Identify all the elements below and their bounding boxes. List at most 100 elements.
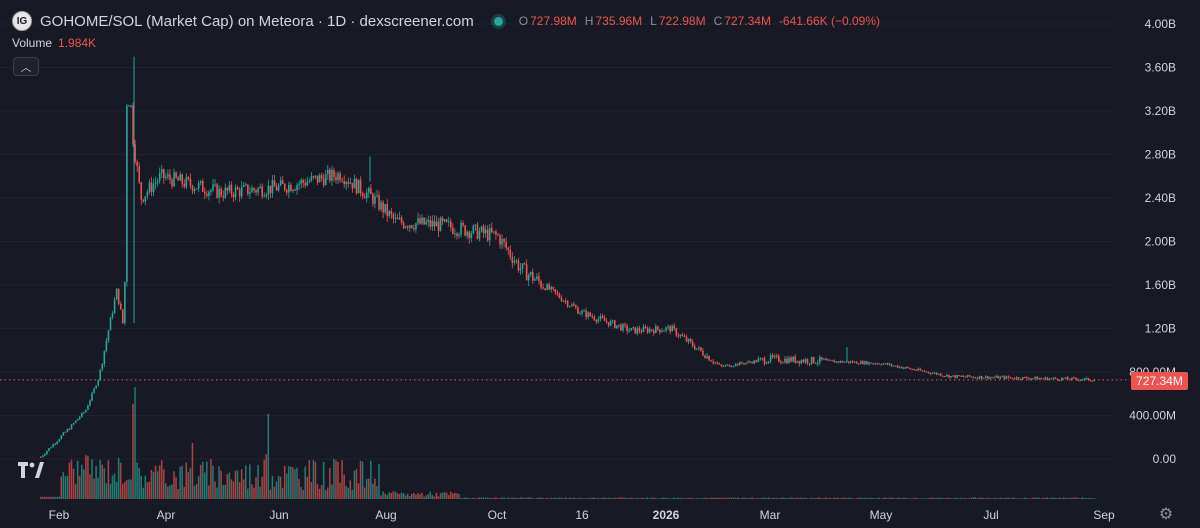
candle-body: [562, 300, 565, 302]
volume-bar: [579, 497, 581, 499]
volume-bar: [907, 498, 909, 499]
volume-bar: [228, 472, 231, 499]
candle-body: [909, 367, 911, 370]
volume-bar: [160, 460, 163, 499]
candle-body: [652, 330, 655, 334]
candle-body: [864, 361, 866, 365]
candle-body: [1087, 377, 1090, 381]
last-price-label: 727.34M: [1131, 372, 1188, 390]
candle-body: [759, 358, 762, 360]
volume-bar: [681, 497, 684, 499]
tradingview-logo-icon[interactable]: [18, 462, 44, 480]
volume-bar: [144, 475, 147, 499]
volume-bar: [312, 460, 315, 499]
candle-body: [983, 377, 985, 379]
volume-bar: [478, 497, 481, 499]
x-tick-label: May: [870, 508, 893, 522]
candle-body: [54, 443, 56, 445]
candle-body: [1067, 377, 1069, 380]
candle-body: [95, 385, 97, 389]
volume-bar: [821, 498, 823, 499]
candle-body: [255, 190, 257, 193]
candle-body: [1009, 377, 1012, 379]
candle-body: [720, 364, 723, 366]
volume-bar: [58, 496, 60, 499]
volume-bar: [886, 498, 889, 499]
candle-body: [78, 416, 81, 420]
volume-bar: [1089, 498, 1092, 499]
volume-bar: [1083, 497, 1085, 499]
volume-bar: [294, 469, 296, 499]
candle-body: [609, 321, 612, 326]
volume-bar: [683, 498, 686, 499]
volume-bar: [515, 497, 518, 499]
candle-body: [171, 179, 173, 187]
candle-body: [224, 187, 227, 198]
candle-body: [564, 300, 567, 302]
volume-bar: [97, 477, 99, 499]
market-status-dot: [493, 16, 503, 26]
volume-bar: [447, 495, 450, 499]
candle-body: [288, 184, 290, 193]
volume-bar: [288, 466, 290, 499]
candle-body: [253, 187, 255, 191]
volume-bar: [331, 484, 333, 499]
candle-body: [519, 268, 522, 271]
candle-body: [1050, 378, 1053, 380]
volume-bar: [628, 498, 630, 499]
volume-bar: [279, 476, 282, 499]
candle-body: [1028, 378, 1030, 380]
candle-body: [351, 182, 354, 189]
candle-body: [1040, 378, 1042, 380]
candle-body: [989, 377, 991, 379]
candle-body: [870, 362, 872, 364]
candle-body: [726, 364, 729, 366]
candle-body: [792, 356, 794, 362]
candle-body: [1052, 377, 1055, 379]
candle-body: [103, 350, 106, 365]
volume-bar: [837, 497, 839, 499]
x-axis[interactable]: Feb Apr Jun Aug Oct 16 2026 Mar May Jul Sep: [49, 508, 1115, 522]
volume-bar: [480, 497, 483, 499]
candle-body: [402, 222, 405, 228]
candle-body: [712, 361, 714, 364]
volume-bar: [1015, 498, 1018, 499]
candle-body: [1038, 378, 1040, 380]
candle-body: [917, 368, 919, 371]
candle-body: [540, 281, 542, 288]
y-axis[interactable]: 4.00B 3.60B 3.20B 2.80B 2.40B 2.00B 1.60B 1.20B…: [1129, 17, 1176, 466]
close-value: 727.34M: [724, 14, 771, 28]
volume-bar: [646, 497, 649, 499]
volume-bar: [210, 459, 212, 499]
volume-bar: [310, 482, 313, 499]
volume-bar: [81, 464, 83, 499]
chart-title: GOHOME/SOL (Market Cap) on Meteora · 1D …: [40, 12, 474, 30]
candle-body: [240, 186, 243, 197]
candle-body: [462, 222, 464, 226]
volume-bar: [792, 497, 794, 499]
candle-body: [384, 204, 386, 213]
volume-bar: [667, 498, 669, 499]
candle-body: [529, 272, 532, 275]
volume-bar: [304, 466, 306, 499]
volume-bar: [201, 461, 204, 499]
candle-body: [657, 326, 659, 330]
chevron-up-icon: ︿: [20, 61, 32, 74]
volume-bar: [1093, 498, 1096, 499]
volume-bar: [673, 497, 675, 499]
volume-bar: [472, 497, 475, 499]
gear-icon[interactable]: ⚙: [1158, 506, 1174, 523]
collapse-legend-button[interactable]: ︿: [13, 57, 39, 76]
candle-body: [763, 358, 766, 364]
candle-body: [667, 326, 669, 328]
volume-bar: [105, 483, 108, 499]
candle-body: [958, 375, 960, 377]
candle-body: [849, 361, 852, 363]
candle-body: [954, 375, 956, 378]
volume-bar: [864, 497, 866, 499]
volume-bar: [265, 454, 267, 499]
volume-bar: [1038, 497, 1040, 499]
volume-bar: [597, 497, 600, 499]
